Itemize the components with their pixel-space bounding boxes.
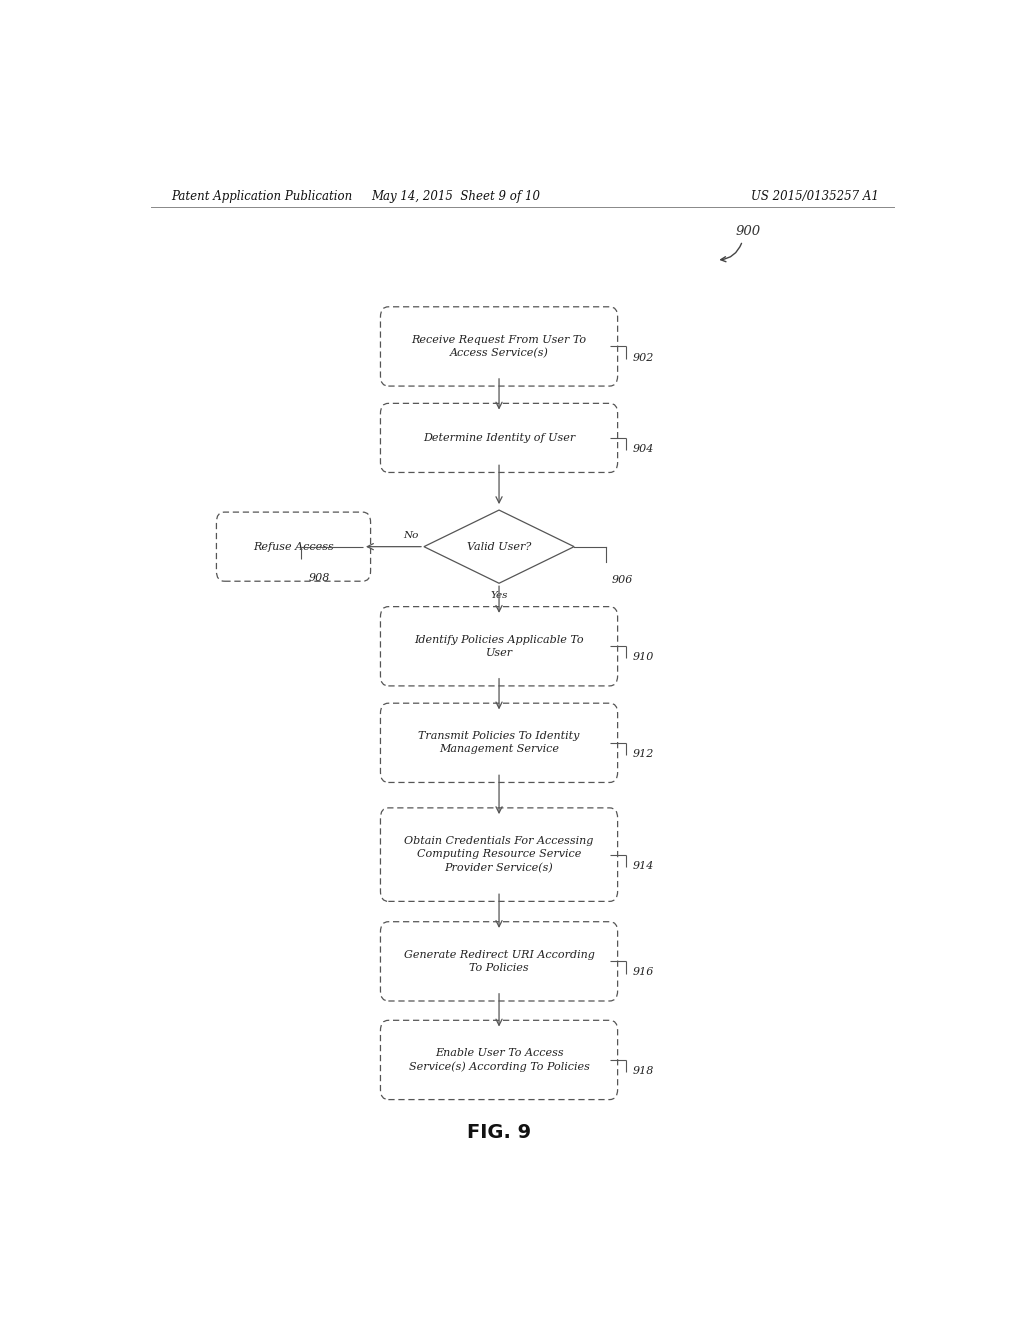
Text: Yes: Yes — [490, 591, 507, 601]
FancyArrowPatch shape — [720, 243, 741, 261]
Text: Refuse Access: Refuse Access — [253, 541, 333, 552]
FancyBboxPatch shape — [380, 704, 618, 783]
Text: Patent Application Publication: Patent Application Publication — [171, 190, 352, 202]
Text: Determine Identity of User: Determine Identity of User — [423, 433, 575, 444]
FancyBboxPatch shape — [380, 921, 618, 1001]
Polygon shape — [424, 510, 574, 583]
FancyBboxPatch shape — [380, 306, 618, 385]
Text: 916: 916 — [632, 968, 653, 977]
Text: Receive Request From User To
Access Service(s): Receive Request From User To Access Serv… — [411, 334, 586, 358]
Text: Transmit Policies To Identity
Management Service: Transmit Policies To Identity Management… — [418, 731, 579, 755]
Text: 910: 910 — [632, 652, 653, 663]
Text: No: No — [403, 531, 418, 540]
FancyBboxPatch shape — [216, 512, 370, 581]
Text: US 2015/0135257 A1: US 2015/0135257 A1 — [751, 190, 878, 202]
Text: Enable User To Access
Service(s) According To Policies: Enable User To Access Service(s) Accordi… — [409, 1048, 589, 1072]
Text: Identify Policies Applicable To
User: Identify Policies Applicable To User — [414, 635, 583, 657]
Text: May 14, 2015  Sheet 9 of 10: May 14, 2015 Sheet 9 of 10 — [371, 190, 539, 202]
Text: 900: 900 — [735, 226, 760, 238]
FancyBboxPatch shape — [380, 808, 618, 902]
Text: Generate Redirect URI According
To Policies: Generate Redirect URI According To Polic… — [404, 950, 594, 973]
Text: FIG. 9: FIG. 9 — [467, 1122, 531, 1142]
Text: Valid User?: Valid User? — [467, 541, 531, 552]
FancyBboxPatch shape — [380, 607, 618, 686]
Text: 906: 906 — [610, 576, 632, 585]
Text: 904: 904 — [632, 444, 653, 454]
Text: 902: 902 — [632, 352, 653, 363]
Text: 912: 912 — [632, 748, 653, 759]
FancyBboxPatch shape — [380, 1020, 618, 1100]
Text: 908: 908 — [308, 573, 329, 583]
Text: Obtain Credentials For Accessing
Computing Resource Service
Provider Service(s): Obtain Credentials For Accessing Computi… — [404, 836, 593, 873]
Text: 918: 918 — [632, 1067, 653, 1076]
FancyBboxPatch shape — [380, 404, 618, 473]
Text: 914: 914 — [632, 861, 653, 871]
